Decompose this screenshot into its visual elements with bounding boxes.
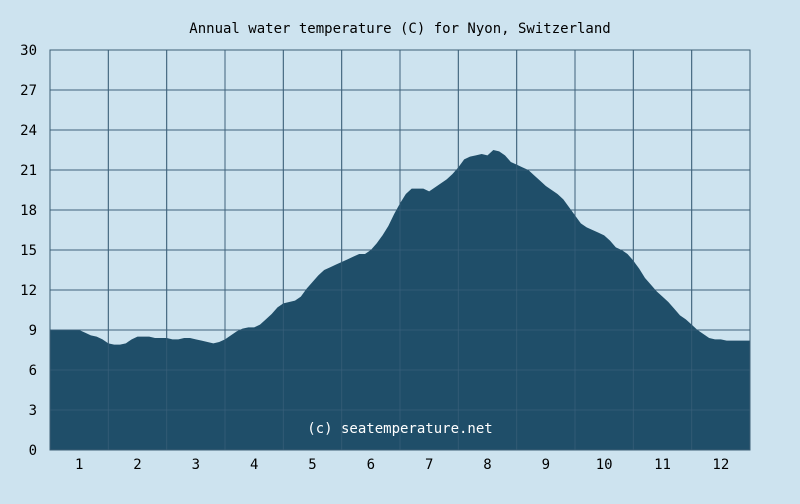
x-tick-label: 7 (425, 457, 433, 473)
chart-title: Annual water temperature (C) for Nyon, S… (189, 21, 610, 37)
x-axis: 1 2 3 4 5 6 7 8 9 10 11 12 (75, 457, 729, 473)
y-tick-label: 24 (20, 123, 37, 139)
x-tick-label: 10 (596, 457, 613, 473)
y-tick-label: 21 (20, 163, 37, 179)
x-tick-label: 5 (308, 457, 316, 473)
x-tick-label: 9 (542, 457, 550, 473)
x-tick-label: 8 (483, 457, 491, 473)
watermark: (c) seatemperature.net (307, 421, 492, 437)
x-tick-label: 3 (192, 457, 200, 473)
y-tick-label: 6 (29, 363, 37, 379)
x-tick-label: 12 (712, 457, 729, 473)
x-tick-label: 1 (75, 457, 83, 473)
x-tick-label: 4 (250, 457, 258, 473)
y-tick-label: 15 (20, 243, 37, 259)
x-tick-label: 11 (654, 457, 671, 473)
y-tick-label: 3 (29, 403, 37, 419)
y-tick-label: 0 (29, 443, 37, 459)
y-tick-label: 9 (29, 323, 37, 339)
y-axis: 0 3 6 9 12 15 18 21 24 27 30 (20, 43, 37, 459)
plot-border (49, 49, 751, 451)
x-tick-label: 2 (133, 457, 141, 473)
y-tick-label: 18 (20, 203, 37, 219)
y-tick-label: 27 (20, 83, 37, 99)
y-tick-label: 12 (20, 283, 37, 299)
x-tick-label: 6 (367, 457, 375, 473)
y-tick-label: 30 (20, 43, 37, 59)
